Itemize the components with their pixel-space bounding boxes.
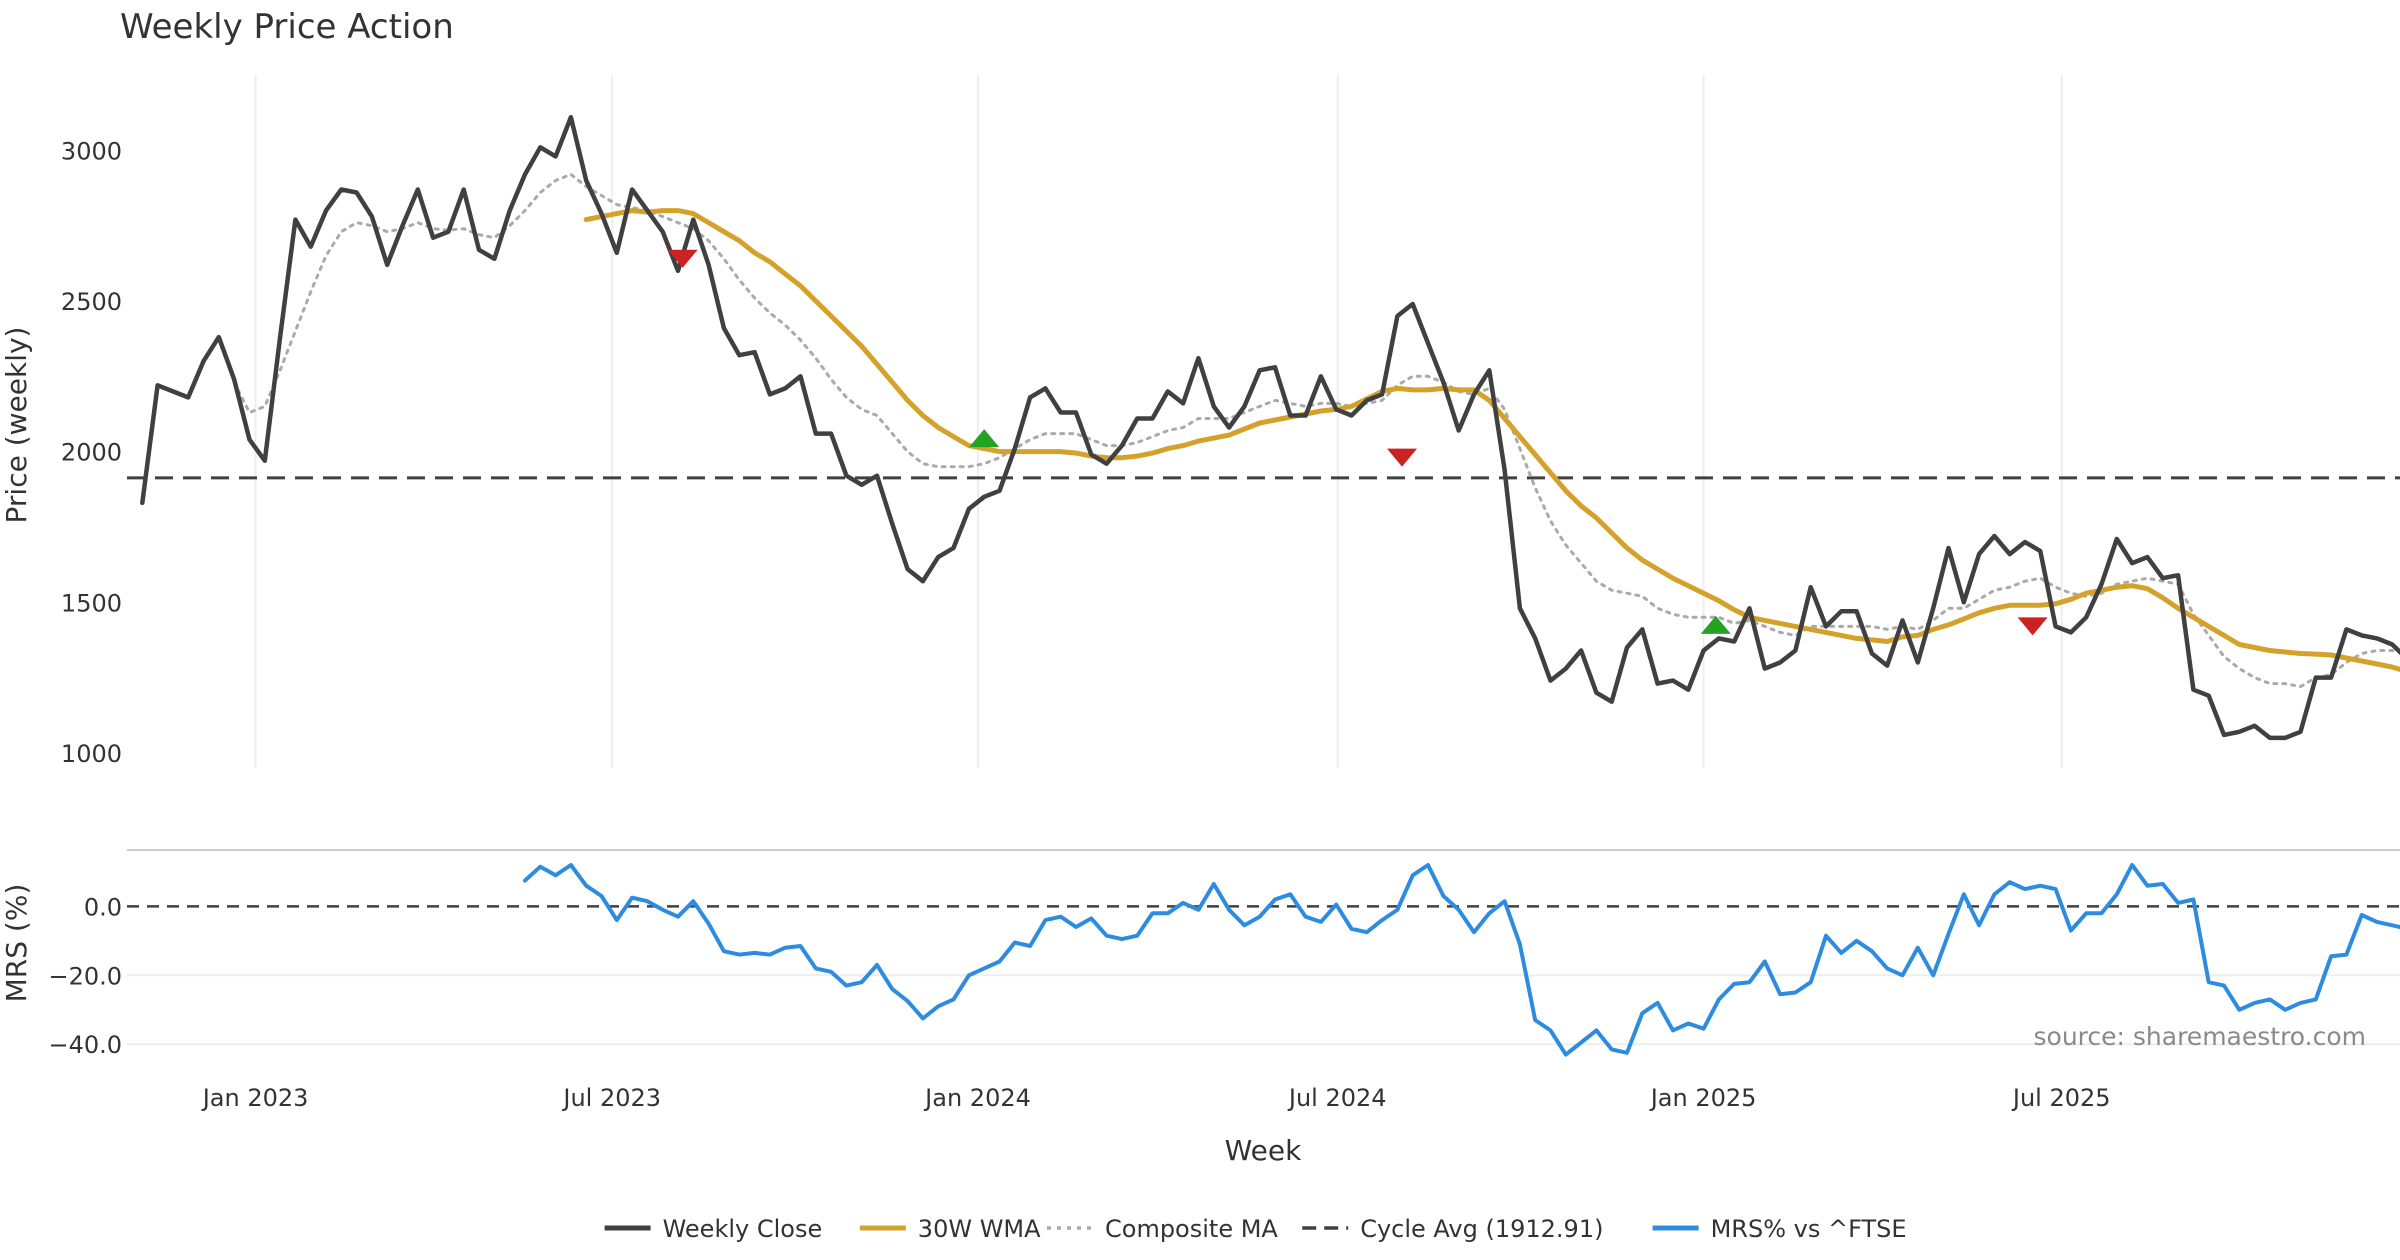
mrs-tick-label: 0.0 — [84, 893, 122, 921]
legend-label: Weekly Close — [663, 1215, 823, 1243]
sell-signal-marker — [667, 249, 698, 268]
price-plot — [127, 114, 2400, 741]
mrs-grid — [127, 849, 2400, 1046]
buy-signal-marker — [1700, 615, 1731, 634]
x-axis: Jan 2023 Jul 2023 Jan 2024 Jul 2024 Jan 2025… — [201, 1084, 2111, 1112]
x-tick-label: Jul 2025 — [2011, 1084, 2111, 1112]
x-tick-label: Jan 2023 — [201, 1084, 309, 1112]
mrs-y-axis-title: MRS (%) — [0, 884, 33, 1003]
mrs-plot — [127, 863, 2400, 1057]
legend: Weekly Close 30W WMA Composite MA Cycle Avg… — [604, 1215, 1907, 1243]
buy-signal-marker — [969, 429, 1000, 448]
sell-signal-marker — [1387, 448, 1418, 467]
signal-markers — [667, 249, 2048, 636]
chart-title: Weekly Price Action — [120, 7, 454, 47]
source-label: source: sharemaestro.com — [2034, 1022, 2367, 1051]
price-tick-label: 1500 — [61, 589, 122, 617]
x-tick-label: Jan 2025 — [1649, 1084, 1757, 1112]
mrs-tick-label: −20.0 — [48, 962, 122, 990]
mrs-y-axis: 0.0 −20.0 −40.0 — [48, 893, 122, 1059]
price-tick-label: 2000 — [61, 439, 122, 467]
price-y-axis: 1000 1500 2000 2500 3000 — [61, 137, 122, 768]
x-tick-label: Jan 2024 — [923, 1084, 1031, 1112]
weekly-close-line — [140, 114, 2400, 741]
price-tick-label: 1000 — [61, 740, 122, 768]
mrs-line — [523, 863, 2400, 1057]
mrs-tick-label: −40.0 — [48, 1031, 122, 1059]
price-tick-label: 2500 — [61, 288, 122, 316]
30w-wma-line — [583, 208, 2400, 672]
legend-label: 30W WMA — [918, 1215, 1041, 1243]
price-tick-label: 3000 — [61, 137, 122, 165]
x-tick-label: Jul 2023 — [561, 1084, 661, 1112]
legend-label: MRS% vs ^FTSE — [1711, 1215, 1907, 1243]
x-tick-label: Jul 2024 — [1287, 1084, 1387, 1112]
legend-label: Composite MA — [1105, 1215, 1278, 1243]
composite-ma-line — [232, 172, 2400, 689]
price-y-axis-title: Price (weekly) — [0, 327, 33, 524]
sell-signal-marker — [2017, 617, 2048, 636]
legend-label: Cycle Avg (1912.91) — [1360, 1215, 1603, 1243]
price-grid — [254, 75, 2063, 768]
x-axis-title: Week — [1225, 1134, 1302, 1167]
